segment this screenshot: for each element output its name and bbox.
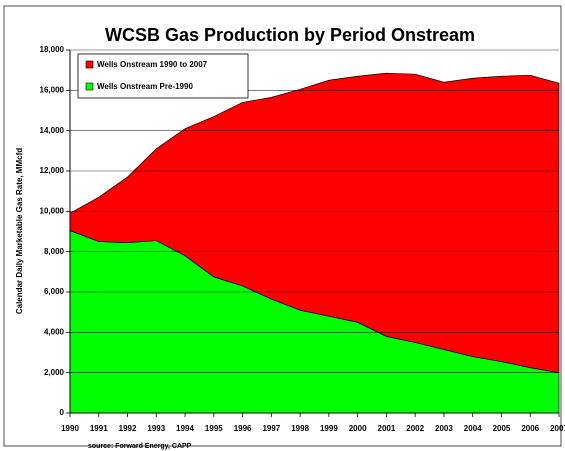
x-tick-label: 1992	[119, 424, 137, 433]
legend-swatch	[85, 60, 94, 69]
x-tick-label: 2000	[349, 424, 367, 433]
y-tick-label: 6,000	[44, 287, 65, 296]
x-tick-label: 1991	[90, 424, 108, 433]
y-tick-label: 0	[60, 408, 65, 417]
chart-title: WCSB Gas Production by Period Onstream	[105, 25, 475, 45]
legend-box	[77, 53, 249, 99]
x-tick-label: 1995	[205, 424, 223, 433]
y-axis-label: Calendar Daily Marketable Gas Rate, MMcf…	[15, 148, 24, 314]
x-tick-label: 1994	[176, 424, 194, 433]
y-tick-label: 4,000	[44, 327, 65, 336]
x-tick-label: 1997	[262, 424, 280, 433]
source-note: source: Forward Energy, CAPP	[88, 443, 192, 450]
x-tick-label: 2004	[464, 424, 482, 433]
x-tick-label: 1996	[234, 424, 252, 433]
x-tick-label: 2005	[493, 424, 511, 433]
y-tick-label: 8,000	[44, 247, 65, 256]
y-tick-label: 16,000	[40, 85, 65, 94]
y-tick-label: 18,000	[40, 45, 65, 54]
legend-label: Wells Onstream Pre-1990	[97, 82, 193, 91]
y-tick-label: 2,000	[44, 368, 65, 377]
x-tick-label: 2001	[378, 424, 396, 433]
x-tick-label: 2002	[406, 424, 424, 433]
x-tick-label: 1993	[147, 424, 165, 433]
x-tick-label: 2007	[550, 424, 565, 433]
x-tick-label: 1999	[320, 424, 338, 433]
y-tick-label: 14,000	[40, 126, 65, 135]
x-tick-label: 1998	[291, 424, 309, 433]
legend-swatch	[85, 82, 94, 91]
x-tick-label: 2003	[435, 424, 453, 433]
legend-label: Wells Onstream 1990 to 2007	[97, 60, 208, 69]
x-tick-label: 2006	[521, 424, 539, 433]
y-tick-label: 12,000	[40, 166, 65, 175]
x-tick-label: 1990	[61, 424, 79, 433]
y-tick-label: 10,000	[40, 206, 65, 215]
